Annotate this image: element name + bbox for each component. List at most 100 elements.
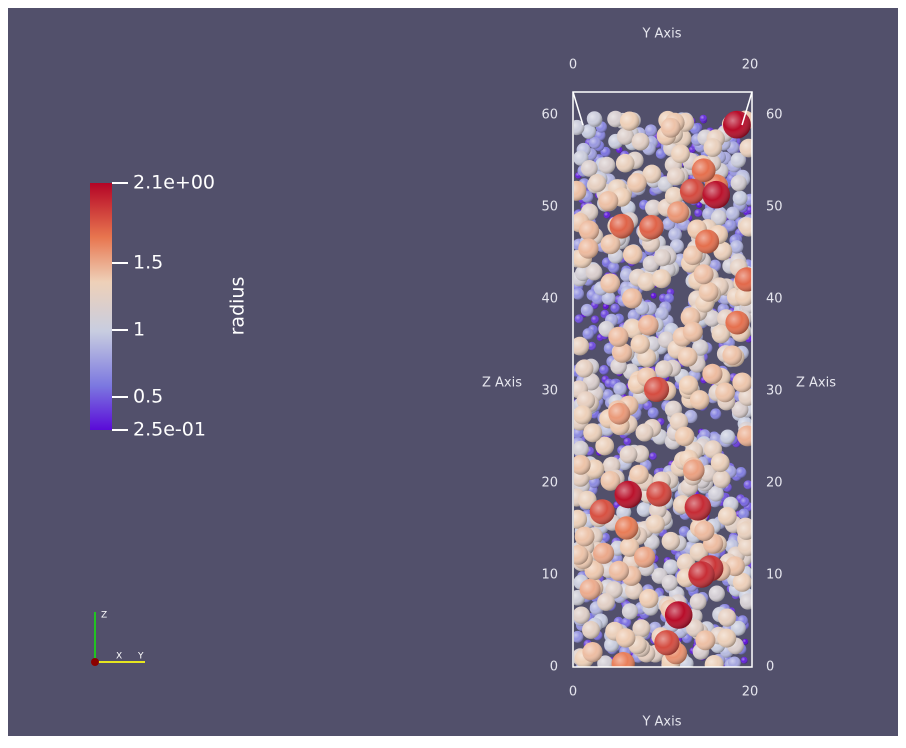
particle-shade bbox=[655, 360, 673, 378]
particle-shade bbox=[582, 621, 600, 639]
particle-shade bbox=[600, 273, 620, 293]
particle-shade bbox=[599, 365, 609, 375]
particle-shade bbox=[583, 423, 602, 442]
axis-tick-label: 60 bbox=[541, 108, 558, 123]
particle-shade bbox=[720, 430, 735, 445]
particle-shade bbox=[662, 575, 678, 591]
particle-shade bbox=[582, 642, 602, 662]
particle-shade bbox=[717, 629, 736, 648]
particle-shade bbox=[629, 465, 649, 485]
particle-shade bbox=[631, 335, 650, 354]
particle-shade bbox=[597, 593, 615, 611]
color-bar-label: 2.1e+00 bbox=[133, 172, 215, 194]
particle-shade bbox=[616, 154, 635, 173]
particle-shade bbox=[627, 173, 647, 193]
particle-shade bbox=[624, 438, 632, 446]
particle-shade bbox=[649, 452, 657, 460]
particle-shade bbox=[692, 158, 716, 182]
particle-shade bbox=[615, 481, 642, 508]
particle-shade bbox=[645, 124, 657, 136]
particle-shade bbox=[583, 328, 594, 339]
particle-shade bbox=[632, 133, 650, 151]
particle-shade bbox=[654, 249, 671, 266]
particle-shade bbox=[652, 269, 671, 288]
particle-shade bbox=[608, 403, 630, 425]
particle-shade bbox=[694, 209, 702, 217]
color-bar-label: 1 bbox=[133, 319, 145, 341]
particle-shade bbox=[690, 390, 710, 410]
axis-title: Z Axis bbox=[796, 376, 836, 391]
particle-shade bbox=[588, 174, 606, 192]
particle-shade bbox=[665, 601, 693, 629]
axis-tick-label: 20 bbox=[742, 58, 759, 73]
particle-shade bbox=[732, 373, 752, 393]
particle-shade bbox=[575, 527, 595, 547]
particle-shade bbox=[715, 383, 735, 403]
particle-shade bbox=[578, 238, 598, 258]
particle-shade bbox=[718, 507, 737, 526]
particle-shade bbox=[736, 467, 747, 478]
particle-shade bbox=[731, 175, 747, 191]
particle-shade bbox=[680, 179, 705, 204]
color-bar-label: 0.5 bbox=[133, 386, 163, 408]
axis-tick-label: 10 bbox=[766, 568, 783, 583]
axis-tick-label: 30 bbox=[766, 384, 783, 399]
particle-shade bbox=[726, 207, 740, 221]
particle-shade bbox=[661, 118, 681, 138]
axis-title: Y Axis bbox=[641, 715, 681, 730]
particle-shade bbox=[741, 657, 748, 664]
particle-shade bbox=[575, 359, 593, 377]
particle-shade bbox=[615, 516, 638, 539]
particle-shade bbox=[683, 322, 703, 342]
particle-shade bbox=[694, 264, 714, 284]
axis-tick-label: 50 bbox=[766, 200, 783, 215]
axis-tick-label: 0 bbox=[569, 58, 577, 73]
color-bar bbox=[90, 183, 112, 430]
axis-tick-label: 50 bbox=[541, 200, 558, 215]
z-label: Z bbox=[101, 611, 107, 621]
axis-title: Y Axis bbox=[641, 27, 681, 42]
particle-shade bbox=[667, 201, 689, 223]
particle-shade bbox=[710, 408, 721, 419]
axis-tick-label: 10 bbox=[541, 568, 558, 583]
particle-shade bbox=[688, 561, 714, 587]
particle-shade bbox=[639, 589, 658, 608]
particle-shade bbox=[695, 630, 715, 650]
particle-shade bbox=[723, 111, 751, 139]
particle-shade bbox=[704, 138, 723, 157]
axis-tick-label: 40 bbox=[766, 292, 783, 307]
particle-shade bbox=[590, 499, 615, 524]
particle-shade bbox=[648, 407, 659, 418]
particle-shade bbox=[699, 282, 719, 302]
particle-shade bbox=[593, 543, 614, 564]
particle-shade bbox=[733, 191, 748, 206]
particle-shade bbox=[694, 521, 714, 541]
particle-shade bbox=[580, 579, 601, 600]
particle-shade bbox=[632, 619, 650, 637]
axis-title: Z Axis bbox=[482, 376, 522, 391]
particle-shade bbox=[620, 446, 638, 464]
particle-shade bbox=[613, 382, 626, 395]
particle-shade bbox=[573, 405, 592, 424]
particle-shade bbox=[623, 245, 643, 265]
particle-shade bbox=[610, 304, 619, 313]
particle-shade bbox=[690, 593, 707, 610]
particle-shade bbox=[620, 112, 639, 131]
particle-shade bbox=[636, 424, 654, 442]
axis-tick-label: 30 bbox=[541, 384, 558, 399]
particle-shade bbox=[695, 230, 719, 254]
particle-shade bbox=[573, 607, 590, 624]
particle-shade bbox=[634, 547, 655, 568]
axis-tick-label: 20 bbox=[766, 476, 783, 491]
particle-shade bbox=[722, 345, 742, 365]
particle-shade bbox=[646, 515, 665, 534]
color-bar-label: 1.5 bbox=[133, 252, 163, 274]
particle-shade bbox=[740, 497, 750, 507]
particle-shade bbox=[675, 427, 695, 447]
particle-shade bbox=[638, 315, 659, 336]
particle-shade bbox=[609, 561, 629, 581]
particle-shade bbox=[646, 481, 671, 506]
page: {"colorbar": {"title": "radius", "labels… bbox=[0, 0, 906, 744]
color-bar-title: radius bbox=[227, 277, 249, 336]
particle-shade bbox=[671, 144, 690, 163]
